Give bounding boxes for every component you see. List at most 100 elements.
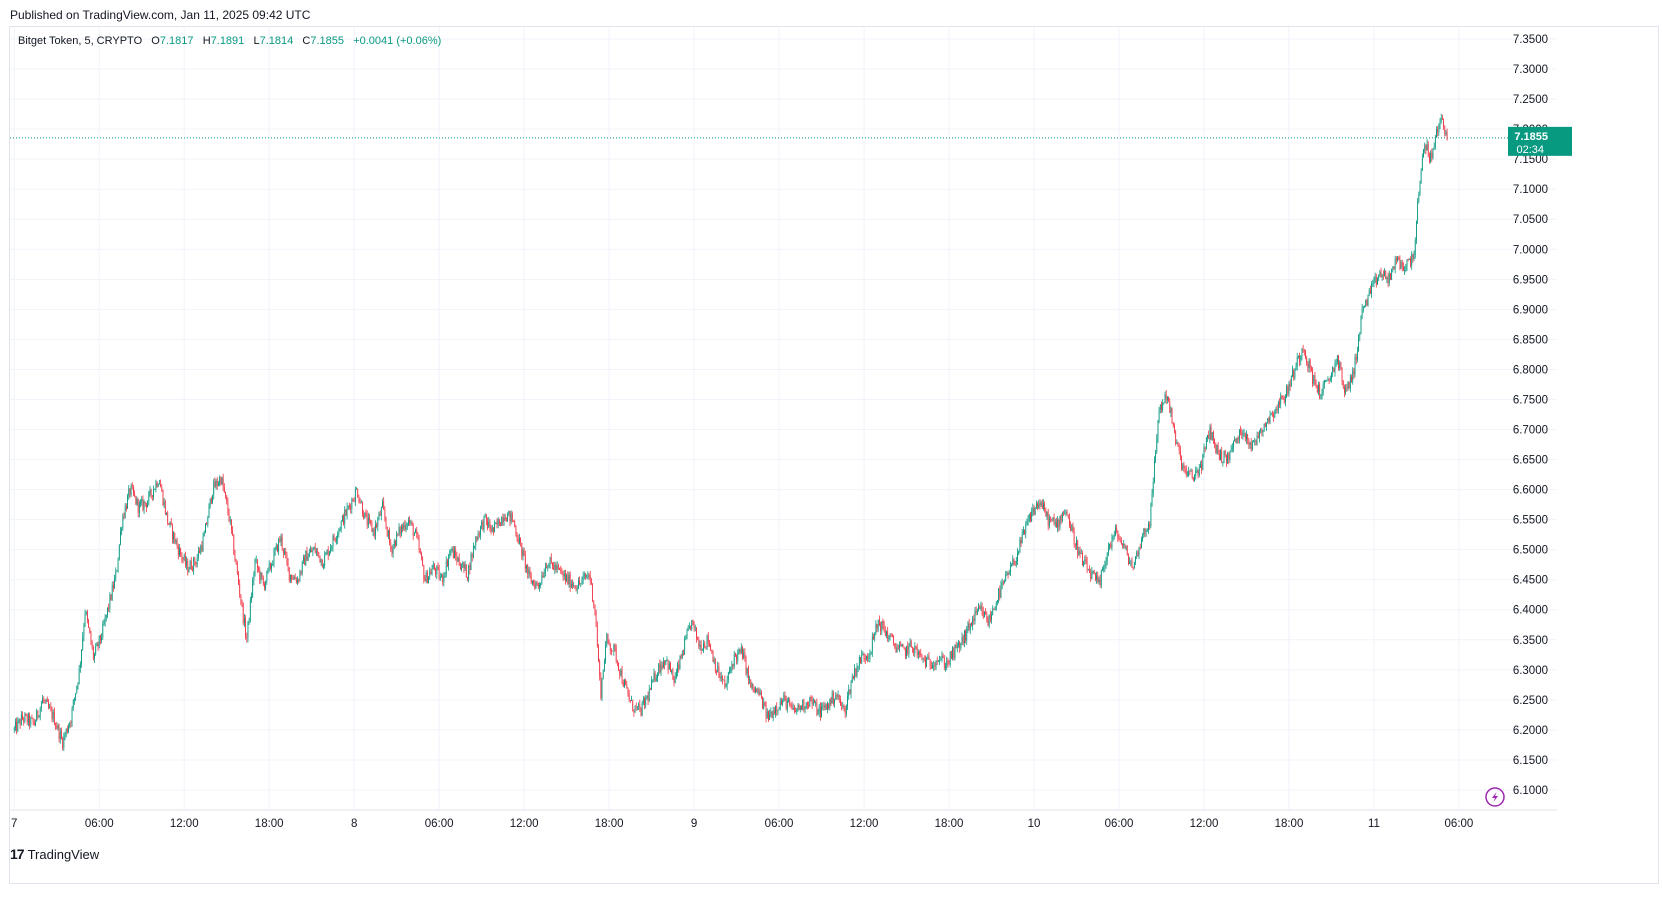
candle-body <box>180 548 182 555</box>
candle-body <box>1041 502 1043 509</box>
candle-body <box>1293 370 1295 378</box>
candle-body <box>690 626 691 629</box>
candle-body <box>94 653 95 659</box>
candle-body <box>629 700 631 701</box>
candle-body <box>765 703 767 718</box>
candle-body <box>1373 279 1375 284</box>
candle-body <box>293 576 295 580</box>
candle-body <box>1165 394 1167 401</box>
candle-body <box>912 647 913 649</box>
tradingview-logo[interactable]: 17 TradingView <box>10 846 99 862</box>
candle-body <box>1392 267 1394 270</box>
candle-body <box>587 574 589 578</box>
candle-body <box>143 501 145 510</box>
candle-body <box>214 481 216 488</box>
candle-body <box>226 495 228 502</box>
y-tick-label: 6.1000 <box>1513 785 1548 797</box>
candle-body <box>685 638 687 639</box>
candle-body <box>470 554 472 571</box>
candle-body <box>869 652 871 658</box>
candle-body <box>792 707 794 710</box>
candle-body <box>175 540 177 543</box>
candle-body <box>1102 569 1103 571</box>
y-tick-label: 6.5000 <box>1513 545 1548 557</box>
candle-body <box>315 551 317 553</box>
candle-body <box>1218 454 1220 461</box>
candle-body <box>986 614 988 621</box>
candle-body <box>901 644 903 647</box>
candle-body <box>1302 349 1304 351</box>
candle-body <box>1342 381 1344 388</box>
candle-body <box>913 648 915 654</box>
candle-body <box>1063 512 1064 514</box>
candle-body <box>956 645 958 649</box>
candle-body <box>1104 564 1106 568</box>
candle-body <box>576 588 578 591</box>
candle-body <box>1052 517 1054 520</box>
candle-body <box>648 689 650 701</box>
candle-body <box>1433 147 1435 149</box>
candle-body <box>501 517 503 526</box>
candle-body <box>1071 525 1073 531</box>
candle-body <box>319 555 321 563</box>
candle-body <box>253 574 255 581</box>
x-tick-label: 06:00 <box>85 818 114 830</box>
candle-body <box>231 519 232 530</box>
candle-body <box>85 612 87 614</box>
candle-body <box>863 654 865 659</box>
candle-body <box>163 501 165 506</box>
candle-body <box>697 638 699 640</box>
candle-body <box>1169 401 1171 413</box>
candle-body <box>428 576 429 583</box>
candle-body <box>92 647 94 659</box>
candle-body <box>436 566 438 575</box>
candle-body <box>236 563 238 573</box>
candle-body <box>412 524 414 536</box>
candle-body <box>660 665 662 673</box>
candle-body <box>1008 572 1010 575</box>
candle-body <box>619 669 621 676</box>
candle-body <box>75 693 77 699</box>
candle-body <box>1445 132 1447 134</box>
candle-body <box>125 506 127 509</box>
candle-body <box>65 728 67 735</box>
candle-body <box>372 529 374 532</box>
candle-body <box>560 569 562 571</box>
candle-body <box>1128 555 1129 565</box>
symbol-title[interactable]: Bitget Token, 5, CRYPTO <box>18 35 143 47</box>
candle-body <box>1268 418 1270 423</box>
candle-body <box>709 642 710 645</box>
candle-body <box>1438 125 1440 133</box>
candle-body <box>1197 469 1199 476</box>
candle-body <box>284 551 285 554</box>
candle-body <box>1214 439 1216 444</box>
flash-icon[interactable] <box>1485 787 1505 807</box>
candle-body <box>783 695 785 702</box>
candle-body <box>1019 539 1021 552</box>
candle-body <box>354 489 356 502</box>
candle-body <box>1274 410 1276 418</box>
candle-body <box>1320 397 1322 399</box>
candle-body <box>1270 414 1272 416</box>
candle-body <box>419 549 421 554</box>
candle-body <box>640 708 642 716</box>
candle-body <box>350 506 352 510</box>
candle-body <box>1413 254 1415 259</box>
candle-body <box>1223 451 1225 463</box>
candle-body <box>987 620 989 626</box>
y-tick-label: 6.9000 <box>1513 304 1548 316</box>
candle-body <box>1242 434 1244 436</box>
candle-body <box>890 634 892 636</box>
candle-body <box>816 702 818 715</box>
candle-body <box>981 605 983 612</box>
candle-body <box>1233 441 1234 448</box>
candle-body <box>170 521 172 525</box>
candle-body <box>114 578 115 589</box>
candle-body <box>874 632 876 639</box>
candle-body <box>442 575 444 583</box>
candle-body <box>153 489 154 497</box>
candle-body <box>24 714 26 722</box>
candle-body <box>804 708 806 710</box>
candle-body <box>1387 277 1389 283</box>
